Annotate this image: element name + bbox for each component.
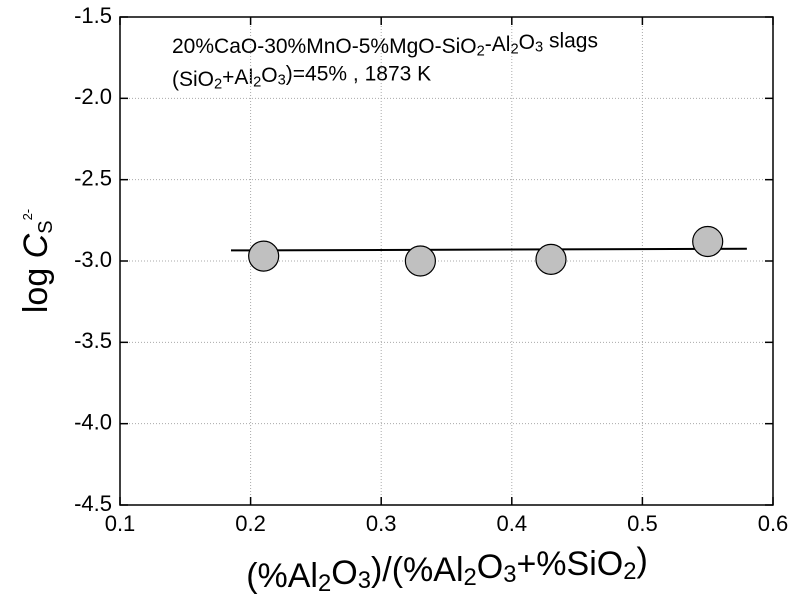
text-run: (SiO [172, 68, 214, 91]
y-tick-label: -4.0 [74, 409, 112, 434]
x-axis-label: (%Al2O3)/(%Al2O3+%SiO2) [246, 542, 648, 598]
text-run: slags [543, 29, 598, 52]
subscript: 3 [535, 40, 543, 56]
data-point [535, 243, 567, 275]
x-tick-label: 0.5 [627, 511, 658, 536]
data-point [692, 225, 724, 258]
subscript: 2 [510, 41, 518, 57]
data-point [248, 240, 280, 272]
subscript: 2 [318, 570, 331, 597]
text-run: -Al [485, 33, 511, 56]
text-run: 20%CaO-30%MnO-5%MgO-SiO [172, 35, 477, 58]
y-label-prefix: log [17, 258, 55, 313]
y-label-superscript: 2- [20, 209, 35, 221]
plot-frame [119, 16, 774, 506]
subscript: 3 [278, 73, 286, 89]
x-tick-label: 0.6 [758, 511, 789, 536]
text-run: +%SiO [516, 545, 623, 583]
subscript: 2 [477, 43, 485, 59]
text-run: O [331, 554, 357, 592]
x-tick-label: 0.3 [366, 511, 397, 536]
x-tick-label: 0.2 [235, 511, 266, 536]
annotation: 20%CaO-30%MnO-5%MgO-SiO2-Al2O3 slags [172, 29, 598, 59]
y-tick-label: -3.5 [74, 328, 112, 353]
y-tick-label: -2.0 [74, 84, 112, 109]
text-run: ) [636, 542, 647, 580]
y-label-subscript: S [35, 220, 57, 233]
y-axis-label: log CS2- [17, 209, 57, 313]
text-run: O [519, 31, 535, 54]
text-run: )/(%Al [371, 551, 464, 589]
x-tick-label: 0.4 [497, 511, 528, 536]
subscript: 2 [464, 564, 477, 591]
y-tick-label: -3.0 [74, 247, 112, 272]
subscript: 3 [503, 561, 516, 588]
text-run: O [261, 64, 277, 87]
subscript: 2 [253, 74, 261, 90]
text-run: )=45% , 1873 K [286, 62, 431, 85]
subscript: 2 [214, 76, 222, 92]
fit-line [231, 247, 747, 252]
data-point [404, 245, 436, 277]
y-tick-label: -2.5 [74, 165, 112, 190]
text-run: (%Al [246, 557, 318, 595]
y-tick-label: -4.5 [74, 491, 112, 516]
x-tick-label: 0.1 [105, 511, 136, 536]
subscript: 3 [358, 567, 371, 594]
subscript: 2 [623, 558, 636, 585]
annotation: (SiO2+Al2O3)=45% , 1873 K [172, 62, 431, 92]
y-tick-label: -1.5 [74, 3, 112, 28]
text-run: +Al [222, 66, 253, 89]
text-run: O [477, 548, 503, 586]
y-label-symbol: C [17, 233, 55, 258]
